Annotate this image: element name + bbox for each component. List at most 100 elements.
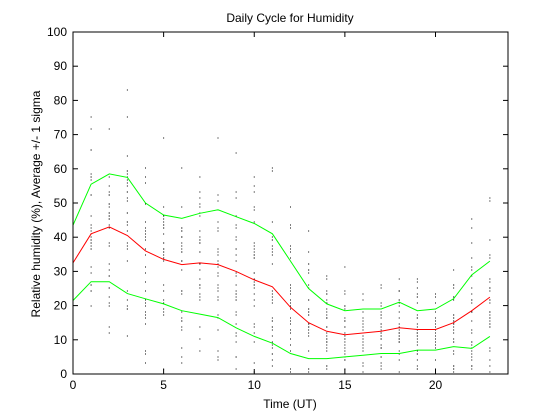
scatter-point <box>181 167 183 169</box>
scatter-point <box>199 350 201 352</box>
scatter-point <box>398 359 400 361</box>
scatter-point <box>199 296 201 298</box>
scatter-point <box>163 284 165 286</box>
scatter-point <box>326 311 328 313</box>
scatter-point <box>181 311 183 313</box>
scatter-point <box>181 230 183 232</box>
scatter-point <box>290 350 291 352</box>
scatter-point <box>90 284 92 286</box>
scatter-point <box>235 236 237 238</box>
scatter-point <box>90 248 92 250</box>
scatter-point <box>471 356 473 358</box>
scatter-point <box>398 278 400 280</box>
scatter-point <box>181 206 183 208</box>
scatter-point <box>416 335 418 337</box>
scatter-point <box>308 269 310 271</box>
scatter-point <box>90 224 92 226</box>
scatter-point <box>108 212 110 214</box>
scatter-point <box>290 323 291 325</box>
scatter-point <box>217 260 219 262</box>
scatter-point <box>126 230 128 232</box>
scatter-point <box>290 308 291 310</box>
scatter-point <box>253 299 255 301</box>
scatter-point <box>453 329 455 331</box>
scatter-point <box>181 293 183 295</box>
scatter-point <box>145 311 146 313</box>
scatter-point <box>253 191 255 193</box>
scatter-point <box>489 299 491 301</box>
y-tick-label: 0 <box>60 367 67 381</box>
scatter-point <box>90 305 92 307</box>
scatter-point <box>163 254 165 256</box>
y-tick-label: 10 <box>54 333 68 347</box>
scatter-point <box>380 287 382 289</box>
scatter-point <box>344 338 346 340</box>
scatter-point <box>126 89 128 91</box>
scatter-point <box>471 275 473 277</box>
scatter-point <box>471 311 473 313</box>
scatter-point <box>90 128 92 130</box>
scatter-point <box>271 290 273 292</box>
scatter-point <box>453 338 455 340</box>
scatter-point <box>416 293 418 295</box>
scatter-point <box>145 323 146 325</box>
scatter-point <box>235 284 237 286</box>
scatter-point <box>271 296 273 298</box>
scatter-point <box>271 170 273 172</box>
scatter-point <box>181 317 183 319</box>
scatter-point <box>217 230 219 232</box>
scatter-point <box>199 176 201 178</box>
scatter-point <box>126 200 128 202</box>
y-tick-label: 90 <box>54 59 68 73</box>
scatter-point <box>489 290 491 292</box>
scatter-point <box>145 272 146 274</box>
x-tick-label: 10 <box>248 378 262 392</box>
scatter-point <box>326 368 328 370</box>
scatter-point <box>362 329 364 331</box>
scatter-point <box>489 350 491 352</box>
scatter-point <box>217 356 219 358</box>
scatter-point <box>326 365 328 367</box>
scatter-point <box>90 179 92 181</box>
scatter-point <box>489 314 491 316</box>
scatter-point <box>235 254 237 256</box>
scatter-point <box>199 239 201 241</box>
scatter-point <box>398 371 400 373</box>
scatter-point <box>271 245 273 247</box>
scatter-point <box>235 191 237 193</box>
scatter-point <box>308 326 310 328</box>
scatter-point <box>253 284 255 286</box>
scatter-point <box>145 314 146 316</box>
scatter-point <box>253 209 255 211</box>
scatter-point <box>398 329 400 331</box>
scatter-point <box>489 326 491 328</box>
scatter-point <box>126 290 128 292</box>
scatter-point <box>90 290 92 292</box>
scatter-point <box>145 302 146 304</box>
scatter-point <box>145 350 146 352</box>
scatter-point <box>326 275 328 277</box>
scatter-point <box>217 299 219 301</box>
scatter-point <box>217 287 219 289</box>
scatter-point <box>308 335 310 337</box>
scatter-point <box>235 332 237 334</box>
scatter-point <box>90 242 92 244</box>
scatter-point <box>181 320 183 322</box>
scatter-point <box>126 221 128 223</box>
scatter-point <box>290 290 291 292</box>
scatter-point <box>380 305 382 307</box>
scatter-point <box>145 305 146 307</box>
scatter-point <box>145 281 146 283</box>
scatter-point <box>453 320 455 322</box>
scatter-point <box>398 341 400 343</box>
scatter-point <box>326 317 328 319</box>
scatter-point <box>126 245 128 247</box>
scatter-point <box>308 314 310 316</box>
scatter-point <box>126 179 128 181</box>
scatter-point <box>126 197 128 199</box>
scatter-point <box>199 293 201 295</box>
scatter-point <box>126 116 128 118</box>
scatter-point <box>163 251 165 253</box>
scatter-point <box>271 347 273 349</box>
